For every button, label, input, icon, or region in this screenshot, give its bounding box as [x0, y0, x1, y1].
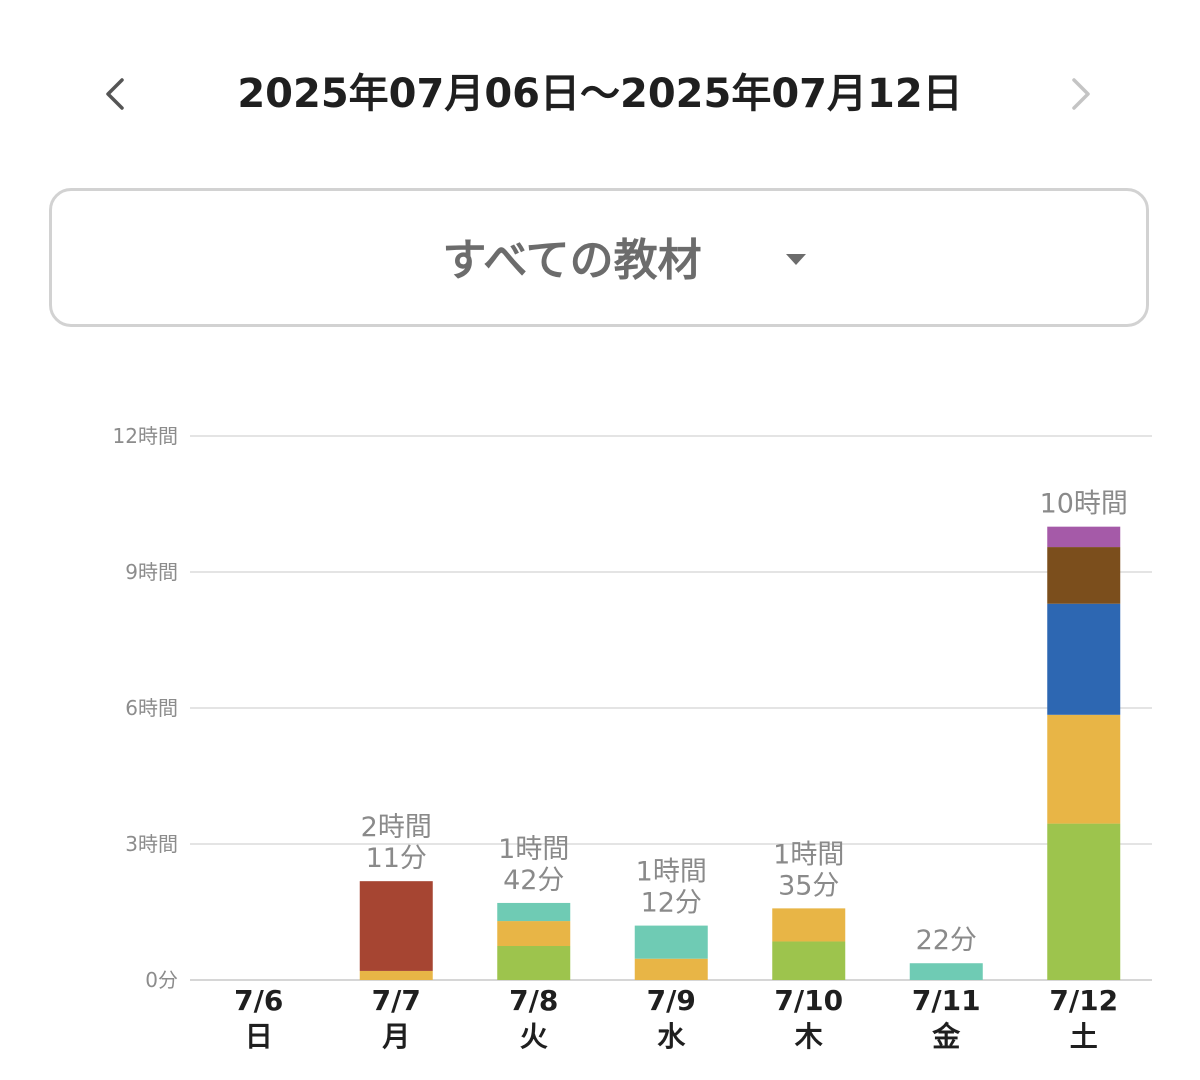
bar-total-label: 22分 [916, 925, 977, 956]
x-date-label: 7/8 [509, 984, 558, 1017]
bar-segment [909, 963, 983, 980]
bar-total-label: 1時間 [498, 834, 569, 865]
bar-segment [359, 881, 433, 971]
bar-segment [359, 970, 433, 980]
bar-segment [772, 941, 846, 980]
y-tick-label: 0分 [145, 968, 178, 992]
x-weekday-label: 火 [520, 1020, 548, 1053]
y-tick-label: 9時間 [125, 560, 178, 584]
y-tick-label: 6時間 [125, 696, 178, 720]
x-weekday-label: 月 [381, 1020, 410, 1053]
bar-total-label: 11分 [366, 843, 427, 874]
x-weekday-label: 金 [931, 1020, 961, 1053]
week-header: 2025年07月06日〜2025年07月12日 [0, 50, 1200, 140]
x-axis: 7/6日 7/7月 7/8火 7/9水 7/10木 7/11金 7/12土 [234, 984, 1118, 1053]
bar-segment [1047, 547, 1121, 604]
bar-segment [497, 902, 571, 922]
bar-segment [634, 958, 708, 980]
bar-total-label: 12分 [641, 888, 702, 919]
bar-total-label: 1時間 [636, 857, 707, 888]
bars [359, 526, 1121, 980]
next-week-button[interactable] [1050, 64, 1110, 124]
bar-segment [497, 946, 571, 980]
y-tick-label: 12時間 [113, 424, 178, 448]
chevron-left-icon [106, 78, 124, 110]
y-axis: 0分 3時間 6時間 9時間 12時間 [113, 424, 178, 992]
bar-total-label: 10時間 [1040, 489, 1128, 520]
date-range-title: 2025年07月06日〜2025年07月12日 [237, 71, 963, 117]
caret-down-icon [786, 254, 806, 265]
x-date-label: 7/7 [372, 984, 421, 1017]
x-date-label: 7/10 [774, 984, 843, 1017]
bar-segment [1047, 823, 1121, 980]
bar-segment [634, 925, 708, 959]
bar-segment [497, 921, 571, 946]
x-date-label: 7/11 [912, 984, 981, 1017]
x-weekday-label: 日 [245, 1020, 273, 1053]
material-filter-dropdown[interactable]: すべての教材 [49, 188, 1149, 327]
bar-segment [1047, 526, 1121, 548]
bar-total-label: 1時間 [773, 839, 844, 870]
x-date-label: 7/12 [1049, 984, 1118, 1017]
y-tick-label: 3時間 [125, 832, 178, 856]
bar-segment [772, 908, 846, 942]
x-date-label: 7/9 [647, 984, 696, 1017]
x-weekday-label: 水 [657, 1020, 686, 1053]
bar-total-label: 35分 [778, 870, 839, 901]
bar-segment [1047, 714, 1121, 824]
bar-total-label: 2時間 [361, 812, 432, 843]
chevron-right-icon [1072, 78, 1090, 110]
x-weekday-label: 木 [794, 1020, 823, 1053]
material-filter-label: すべての教材 [442, 235, 702, 286]
x-date-label: 7/6 [234, 984, 283, 1017]
bar-total-label: 42分 [503, 865, 564, 896]
bar-segment [1047, 603, 1121, 715]
previous-week-button[interactable] [86, 64, 146, 124]
x-weekday-label: 土 [1070, 1020, 1098, 1053]
